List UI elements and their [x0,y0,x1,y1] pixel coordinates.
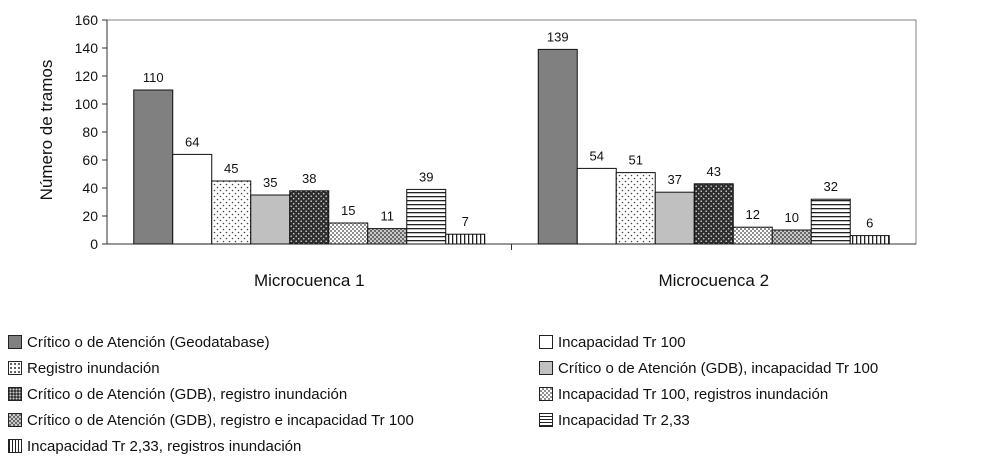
y-tick-label: 80 [82,124,98,140]
data-label: 38 [302,171,316,186]
y-tick-label: 120 [75,68,99,84]
legend-item: Crítico o de Atención (GDB), registro e … [8,410,539,430]
legend-label: Registro inundación [27,359,160,377]
legend-swatch [8,439,22,453]
bar [406,188,447,245]
legend-label: Crítico o de Atención (GDB), registro e … [27,411,414,429]
y-tick-label: 160 [75,12,99,28]
data-label: 7 [462,214,469,229]
bar-chart: 0 20 40 60 80 100 120 140 160 110 64 45 35 38 15 11 39 7… [37,12,917,290]
legend-item: Crítico o de Atención (GDB), registro in… [8,384,539,404]
data-label: 32 [824,179,838,194]
y-tick-label: 100 [75,96,99,112]
data-label: 54 [590,148,604,163]
legend-label: Incapacidad Tr 2,33, registros inundació… [27,437,302,455]
legend-item: Incapacidad Tr 100 [539,332,984,352]
legend-swatch [539,413,553,427]
bar [289,190,330,245]
bar [133,89,174,245]
legend-item: Registro inundación [8,358,539,378]
y-axis-label: Número de tramos [37,60,56,201]
data-label: 39 [419,169,433,184]
data-label: 45 [224,161,238,176]
bar [172,153,213,245]
legend-swatch [539,361,553,375]
legend-swatch [539,387,553,401]
legend-swatch [8,387,22,401]
bar [576,167,617,245]
legend-item: Crítico o de Atención (GDB), incapacidad… [539,358,984,378]
data-label: 64 [185,134,199,149]
legend-item: Incapacidad Tr 100, registros inundación [539,384,984,404]
data-label: 51 [629,153,643,168]
data-label: 110 [143,70,164,85]
bar [328,222,369,245]
legend-label: Crítico o de Atención (GDB), incapacidad… [558,359,879,377]
data-label: 15 [341,203,355,218]
bar [615,172,656,245]
data-label: 10 [785,210,799,225]
bar [250,194,291,245]
legend-swatch [8,335,22,349]
category-label: Microcuenca 1 [254,271,365,290]
category-label: Microcuenca 2 [658,271,769,290]
bar [367,228,408,245]
y-tick-label: 60 [82,152,98,168]
data-label: 11 [381,209,395,224]
data-label: 35 [263,175,277,190]
bar [849,235,890,245]
bar [732,226,773,245]
legend-item: Incapacidad Tr 2,33, registros inundació… [8,436,539,456]
y-tick-label: 140 [75,40,99,56]
bar [211,180,252,245]
legend-label: Crítico o de Atención (GDB), registro in… [27,385,348,403]
data-label: 6 [866,216,873,231]
bar [537,48,578,245]
legend-swatch [8,361,22,375]
y-tick-label: 40 [82,180,98,196]
data-label: 12 [746,207,760,222]
legend-label: Crítico o de Atención (Geodatabase) [27,333,270,351]
bar [810,198,851,245]
y-tick-label: 0 [90,236,98,252]
data-label: 37 [668,172,682,187]
legend-item: Incapacidad Tr 2,33 [539,410,984,430]
legend-label: Incapacidad Tr 2,33 [558,411,690,429]
bar [445,233,486,245]
legend-item: Crítico o de Atención (Geodatabase) [8,332,539,352]
legend-label: Incapacidad Tr 100, registros inundación [558,385,829,403]
data-label: 139 [547,29,569,44]
bar [654,191,695,245]
legend-swatch [539,335,553,349]
bar [693,183,734,245]
bar [771,229,812,245]
legend-label: Incapacidad Tr 100 [558,333,686,351]
legend: Crítico o de Atención (Geodatabase) Incap… [8,332,984,456]
legend-swatch [8,413,22,427]
data-label: 43 [707,164,721,179]
y-tick-label: 20 [82,208,98,224]
